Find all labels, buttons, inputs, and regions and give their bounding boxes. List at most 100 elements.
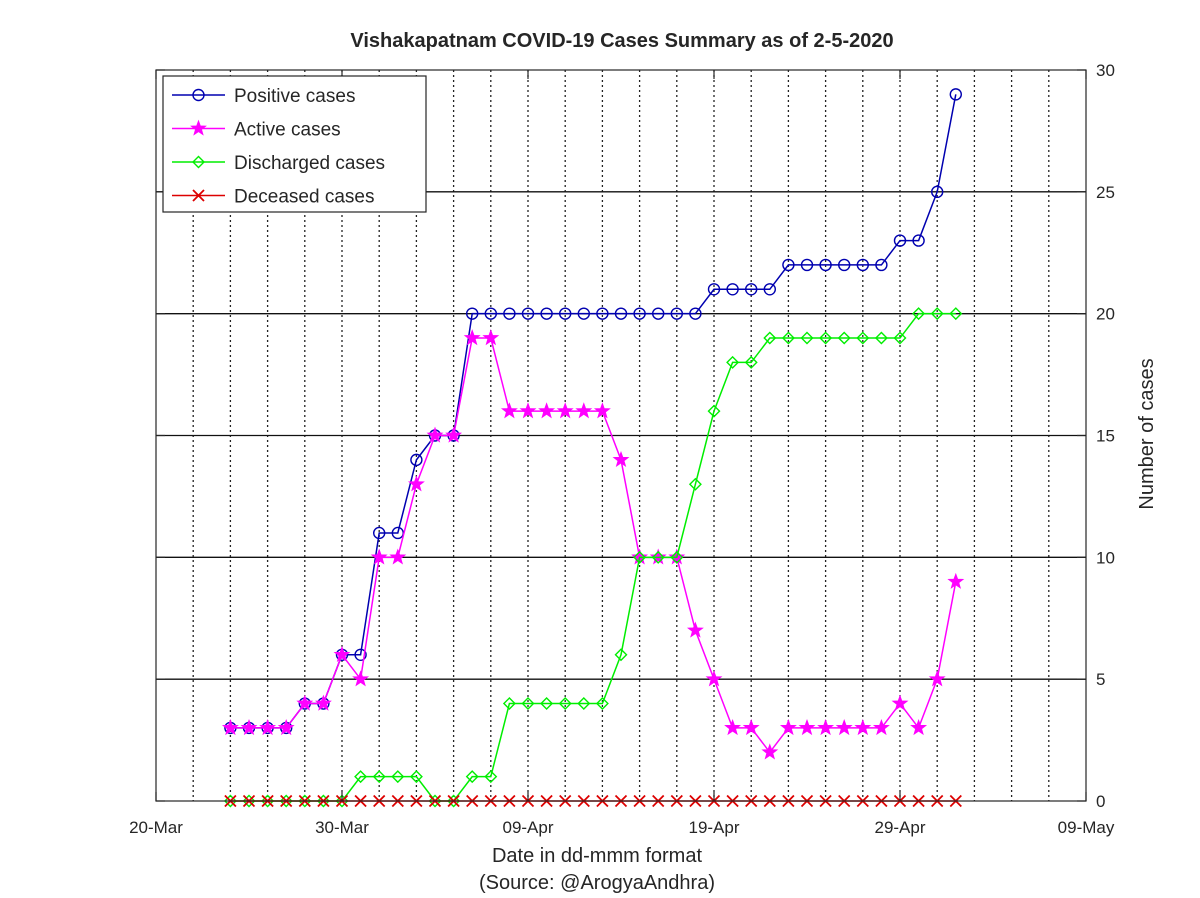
data-point <box>837 331 851 345</box>
series-line <box>230 312 956 802</box>
data-point <box>633 307 646 320</box>
data-point <box>373 526 386 540</box>
data-point <box>296 694 314 711</box>
data-point <box>577 697 591 711</box>
data-point <box>540 697 554 711</box>
data-point <box>407 475 425 492</box>
data-point <box>242 794 256 808</box>
data-point <box>558 697 572 711</box>
data-point <box>782 258 795 272</box>
legend-entry: Active cases <box>234 120 341 141</box>
legend: Positive cases Active cases Discharged cas… <box>162 75 427 213</box>
legend-box <box>162 75 427 213</box>
y-tick-label: 30 <box>1096 61 1115 80</box>
data-point <box>463 329 481 346</box>
data-point <box>577 307 590 320</box>
data-point <box>593 402 611 419</box>
data-point <box>928 670 946 687</box>
data-point <box>482 329 500 346</box>
data-point <box>688 477 702 491</box>
data-point <box>670 550 684 564</box>
data-point <box>726 355 740 369</box>
data-point <box>949 88 962 101</box>
legend-marker <box>192 88 205 102</box>
data-point <box>686 621 704 638</box>
data-point <box>707 283 721 296</box>
data-point <box>521 307 535 320</box>
data-point <box>800 331 814 345</box>
data-point <box>559 307 572 320</box>
data-point <box>426 426 444 443</box>
data-point <box>817 719 835 736</box>
data-point <box>856 331 870 345</box>
data-point <box>389 548 407 565</box>
series-active-cases <box>221 329 965 760</box>
series-line <box>230 337 957 754</box>
data-point <box>912 234 925 247</box>
data-point <box>838 258 851 272</box>
y-tick-label: 10 <box>1096 548 1115 567</box>
series-line <box>230 94 957 729</box>
data-point <box>352 670 370 687</box>
data-point <box>575 402 593 419</box>
data-point <box>298 794 312 808</box>
x-tick-label: 09-Apr <box>502 818 553 837</box>
data-point <box>466 307 479 320</box>
data-point <box>652 307 665 320</box>
data-point <box>761 743 779 760</box>
data-point <box>519 402 537 419</box>
data-point <box>875 258 888 272</box>
data-point <box>333 645 351 662</box>
ticks: 0 5 10 15 20 25 30 20-Mar 30-Mar 09-Apr 19-Apr 29-A… <box>129 61 1115 837</box>
x-tick-label: 09-May <box>1058 818 1115 837</box>
data-point <box>465 770 479 784</box>
data-point <box>354 648 367 661</box>
legend-entry: Deceased cases <box>234 187 374 208</box>
data-point <box>649 548 667 565</box>
data-point <box>316 794 330 808</box>
data-point <box>614 307 628 320</box>
series-positive-cases <box>224 88 962 735</box>
data-point <box>872 719 890 736</box>
x-axis-source-note: (Source: @ArogyaAndhra) <box>479 872 715 894</box>
data-point <box>912 307 926 321</box>
data-point <box>947 572 965 589</box>
series-discharged-cases <box>223 307 963 808</box>
data-point <box>314 694 332 711</box>
x-tick-label: 20-Mar <box>129 818 183 837</box>
data-point <box>595 697 609 711</box>
data-point <box>261 794 275 808</box>
x-tick-label: 19-Apr <box>688 818 739 837</box>
data-point <box>744 355 758 369</box>
y-tick-label: 25 <box>1096 183 1115 202</box>
x-tick-label: 30-Mar <box>315 818 369 837</box>
data-point <box>391 770 405 784</box>
data-point <box>798 719 816 736</box>
data-point <box>484 770 498 784</box>
x-tick-label: 29-Apr <box>874 818 925 837</box>
data-point <box>931 185 944 199</box>
data-point <box>910 719 928 736</box>
data-point <box>763 331 777 345</box>
data-point <box>612 450 630 468</box>
data-point <box>540 307 553 320</box>
data-point <box>705 670 723 687</box>
data-point <box>354 770 368 784</box>
chart-title: Vishakapatnam COVID-19 Cases Summary as … <box>350 30 893 52</box>
data-point <box>819 331 833 345</box>
data-point <box>447 794 461 808</box>
data-point <box>707 404 721 418</box>
data-point <box>614 648 628 662</box>
data-point <box>781 331 795 345</box>
data-point <box>503 307 516 320</box>
data-point <box>856 258 869 272</box>
x-axis-label: Date in dd-mmm format <box>492 845 702 867</box>
data-point <box>742 719 760 736</box>
data-point <box>370 548 388 565</box>
legend-marker <box>192 189 205 202</box>
data-point <box>538 402 556 419</box>
data-point <box>633 550 647 564</box>
y-tick-label: 0 <box>1096 792 1105 811</box>
data-point <box>874 331 888 345</box>
data-point <box>763 283 776 296</box>
